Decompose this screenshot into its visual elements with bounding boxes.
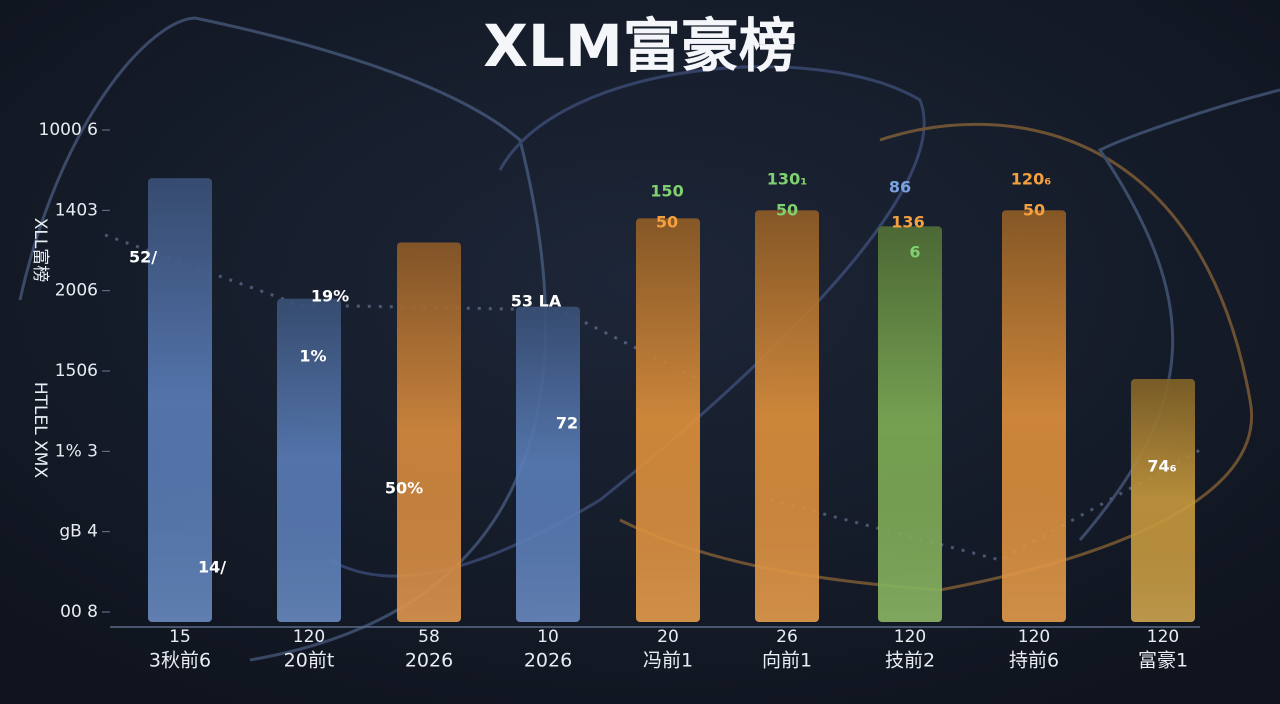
x-tick-code: 120 — [1147, 627, 1179, 647]
data-annotation: 150 — [650, 182, 683, 201]
x-tick-code: 120 — [894, 627, 926, 647]
data-annotation: 74₆ — [1147, 457, 1176, 476]
y-axis-title: XLL富榜 — [30, 218, 50, 283]
x-tick-code: 58 — [418, 627, 440, 647]
x-tick-label: 冯前1 — [643, 650, 693, 672]
x-tick-code: 10 — [537, 627, 559, 647]
bar-shade — [1131, 379, 1195, 622]
bar-shade — [148, 178, 212, 622]
data-annotation: 120₆ — [1011, 170, 1051, 189]
data-annotation: 50% — [385, 479, 423, 498]
x-tick-label: 向前1 — [762, 650, 812, 672]
data-annotation: 1% — [299, 347, 326, 366]
data-annotation: 50 — [776, 201, 798, 220]
x-tick-code: 15 — [169, 627, 191, 647]
y-tick-label: 2006 — [55, 281, 98, 301]
bar-shade — [397, 242, 461, 622]
data-annotation: 72 — [556, 414, 578, 433]
x-tick-code: 120 — [1018, 627, 1050, 647]
x-tick-label: 2026 — [405, 650, 453, 672]
data-annotation: 14/ — [198, 558, 226, 577]
data-annotation: 50 — [656, 213, 678, 232]
y-axis-title-2: HTLEL XMX — [30, 382, 50, 479]
bar-shade — [636, 218, 700, 622]
data-annotation: 50 — [1023, 201, 1045, 220]
y-tick-label: 1000 6 — [39, 120, 98, 140]
x-tick-label: 20前t — [284, 650, 335, 672]
x-tick-label: 持前6 — [1009, 650, 1059, 672]
data-annotation: 86 — [889, 178, 911, 197]
data-annotation: 19% — [311, 287, 349, 306]
bar-shade — [277, 298, 341, 622]
x-tick-label: 2026 — [524, 650, 572, 672]
bar-shade — [878, 226, 942, 622]
bar-shade — [516, 306, 580, 622]
data-annotation: 6 — [909, 243, 920, 262]
x-tick-code: 120 — [293, 627, 325, 647]
x-tick-label: 3秋前6 — [149, 650, 211, 672]
x-tick-code: 26 — [776, 627, 798, 647]
bar-shade — [1002, 210, 1066, 623]
data-annotation: 52/ — [129, 248, 157, 267]
y-tick-label: 1403 — [55, 200, 98, 220]
y-tick-label: 1% 3 — [55, 441, 98, 461]
data-annotation: 136 — [891, 213, 924, 232]
y-tick-label: gB 4 — [59, 522, 98, 542]
x-tick-code: 20 — [657, 627, 679, 647]
chart-title: XLM富豪榜 — [483, 12, 796, 80]
y-tick-label: 00 8 — [60, 602, 98, 622]
data-annotation: 130₁ — [767, 170, 807, 189]
data-annotation: 53 LA — [511, 292, 562, 311]
x-tick-label: 技前2 — [885, 650, 935, 672]
bar-shade — [755, 210, 819, 623]
y-tick-label: 1506 — [55, 361, 98, 381]
x-tick-label: 富豪1 — [1138, 650, 1188, 672]
